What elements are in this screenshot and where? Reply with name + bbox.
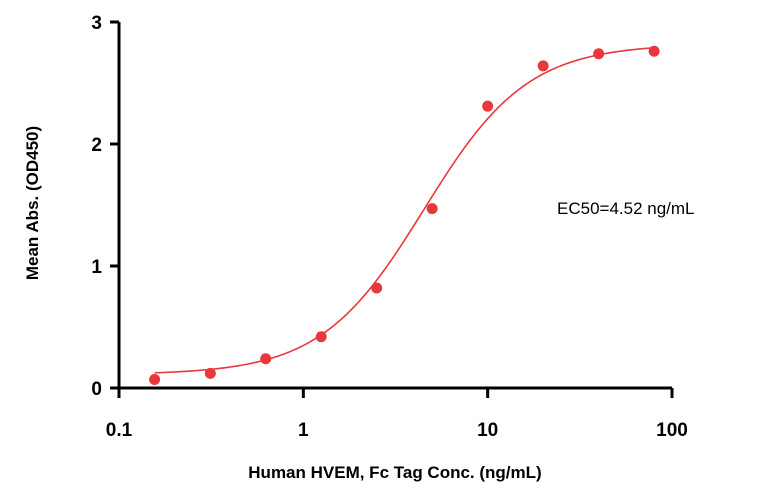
fit-curve xyxy=(154,46,655,374)
y-tick-label: 1 xyxy=(91,257,102,278)
data-point xyxy=(648,45,660,57)
data-point xyxy=(537,60,549,72)
y-axis-title: Mean Abs. (OD450) xyxy=(23,126,42,280)
data-points-layer xyxy=(149,45,660,385)
y-tick-label: 0 xyxy=(91,379,102,400)
x-tick-label: 1 xyxy=(298,420,309,441)
data-point xyxy=(315,331,327,343)
data-point xyxy=(482,100,494,112)
x-ticks: 0.1 1 10 100 xyxy=(106,388,688,441)
data-point xyxy=(426,203,438,215)
x-tick-label: 10 xyxy=(477,420,498,441)
data-point xyxy=(204,367,216,379)
data-point xyxy=(371,282,383,294)
y-ticks: 0 1 2 3 xyxy=(91,13,119,400)
axes xyxy=(117,22,672,390)
fit-curve-layer xyxy=(154,46,655,374)
data-point xyxy=(593,48,605,60)
y-tick-label: 2 xyxy=(91,135,102,156)
y-tick-label: 3 xyxy=(91,13,102,34)
data-point xyxy=(149,373,161,385)
data-point xyxy=(260,353,272,365)
x-axis-title: Human HVEM, Fc Tag Conc. (ng/mL) xyxy=(248,463,541,482)
ec50-annotation: EC50=4.52 ng/mL xyxy=(557,199,695,218)
x-tick-label: 0.1 xyxy=(106,420,133,441)
x-tick-label: 100 xyxy=(656,420,688,441)
